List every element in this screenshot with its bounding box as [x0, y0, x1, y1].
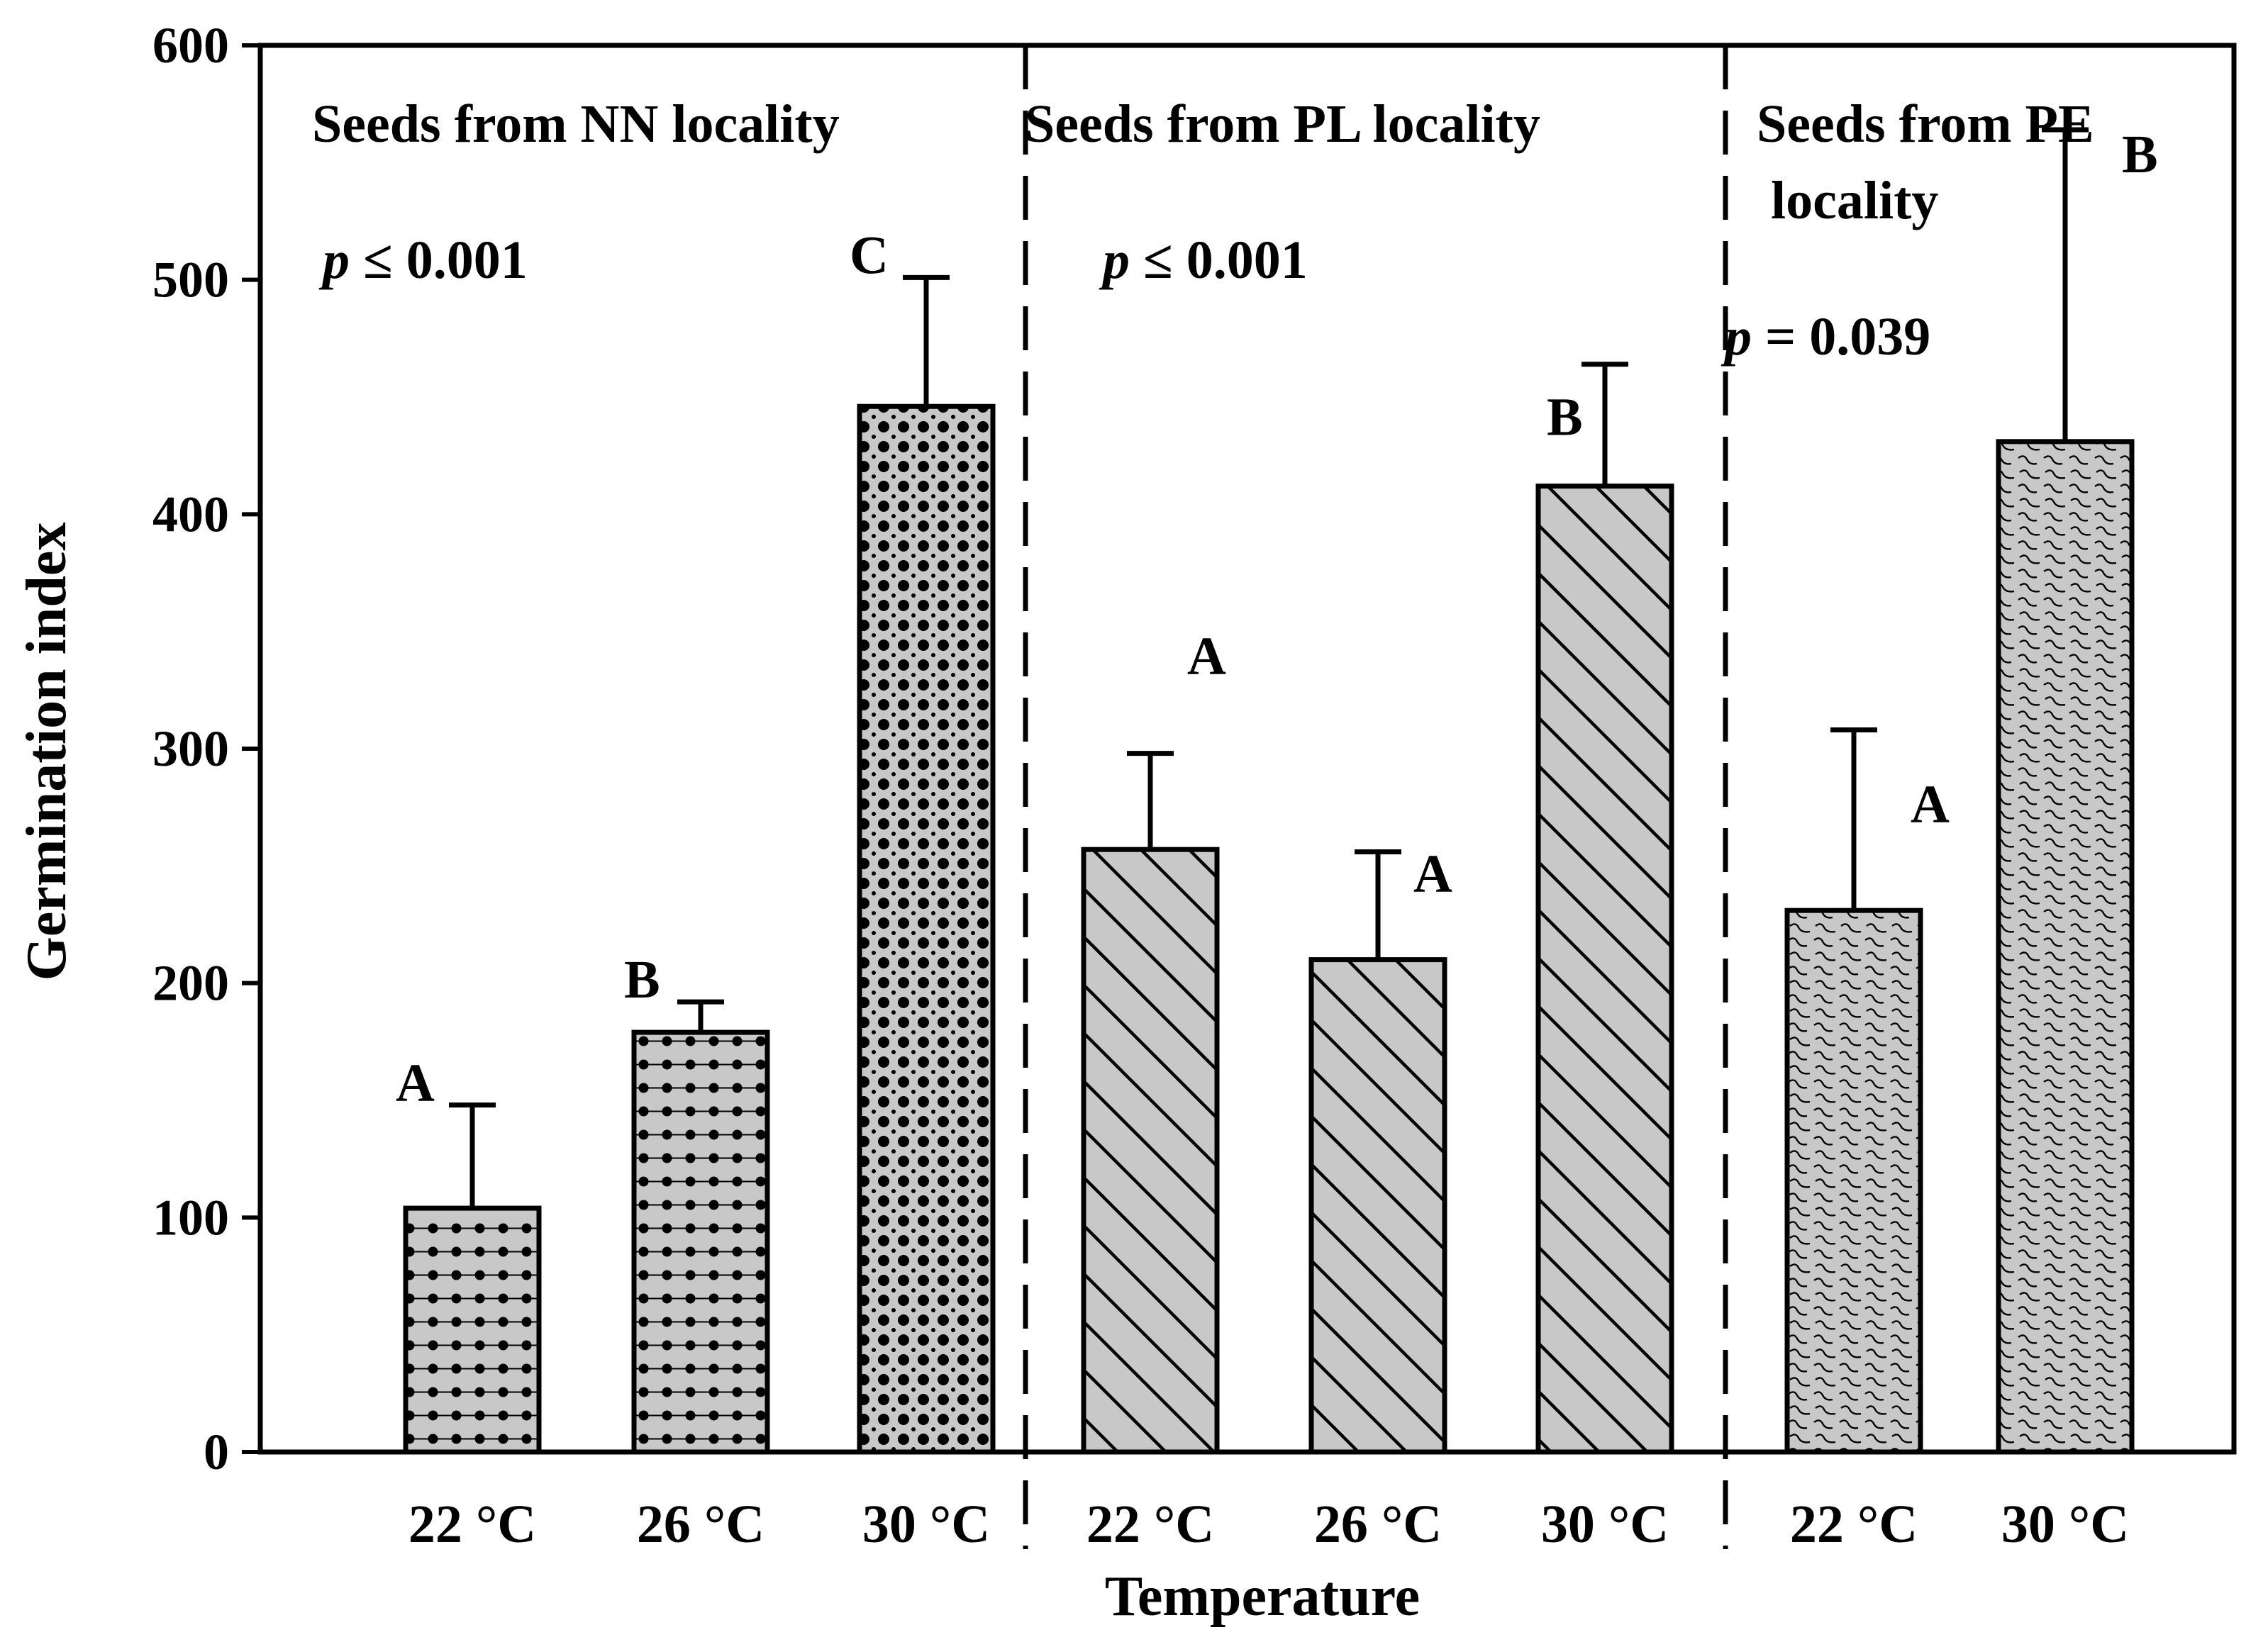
bar [1081, 847, 1220, 1455]
x-tick-label: 30 °C [2001, 1495, 2129, 1554]
x-tick-label: 30 °C [862, 1495, 990, 1554]
p-value: p = 0.039 [1721, 307, 1930, 367]
significance-label: A [396, 1054, 435, 1113]
x-tick-label: 22 °C [408, 1495, 536, 1554]
y-tick-label: 600 [152, 17, 229, 74]
y-tick-label: 0 [204, 1424, 229, 1480]
y-tick-label: 300 [152, 720, 229, 777]
bar [631, 1029, 770, 1455]
bar [1308, 957, 1447, 1455]
p-value: p ≤ 0.001 [318, 230, 528, 290]
x-tick-label: 30 °C [1541, 1495, 1669, 1554]
group-title: Seeds from NN locality [312, 94, 840, 154]
significance-label: A [1911, 775, 1950, 834]
x-tick-label: 22 °C [1086, 1495, 1214, 1554]
bar [1535, 484, 1674, 1455]
x-axis-title: Temperature [1105, 1565, 1420, 1628]
significance-label: A [1187, 627, 1226, 686]
y-tick-label: 100 [152, 1189, 229, 1246]
group-title: Seeds from PE locality [1757, 94, 2094, 230]
significance-label: B [624, 950, 660, 1010]
x-tick-label: 26 °C [1314, 1495, 1442, 1554]
y-axis-title: Germination index [16, 523, 78, 981]
group-title: Seeds from PL locality [1025, 94, 1540, 154]
significance-label: B [2122, 125, 2158, 184]
significance-label: C [850, 225, 889, 285]
bar [403, 1205, 542, 1455]
bar [1784, 907, 1923, 1455]
y-tick-label: 400 [152, 486, 229, 542]
y-tick-label: 500 [152, 252, 229, 308]
bar [1996, 439, 2135, 1455]
x-tick-label: 22 °C [1790, 1495, 1918, 1554]
bar [857, 403, 996, 1455]
x-tick-label: 26 °C [637, 1495, 765, 1554]
y-tick-label: 200 [152, 955, 229, 1012]
significance-label: A [1413, 844, 1452, 903]
p-value: p ≤ 0.001 [1099, 230, 1308, 290]
significance-label: B [1547, 388, 1583, 447]
